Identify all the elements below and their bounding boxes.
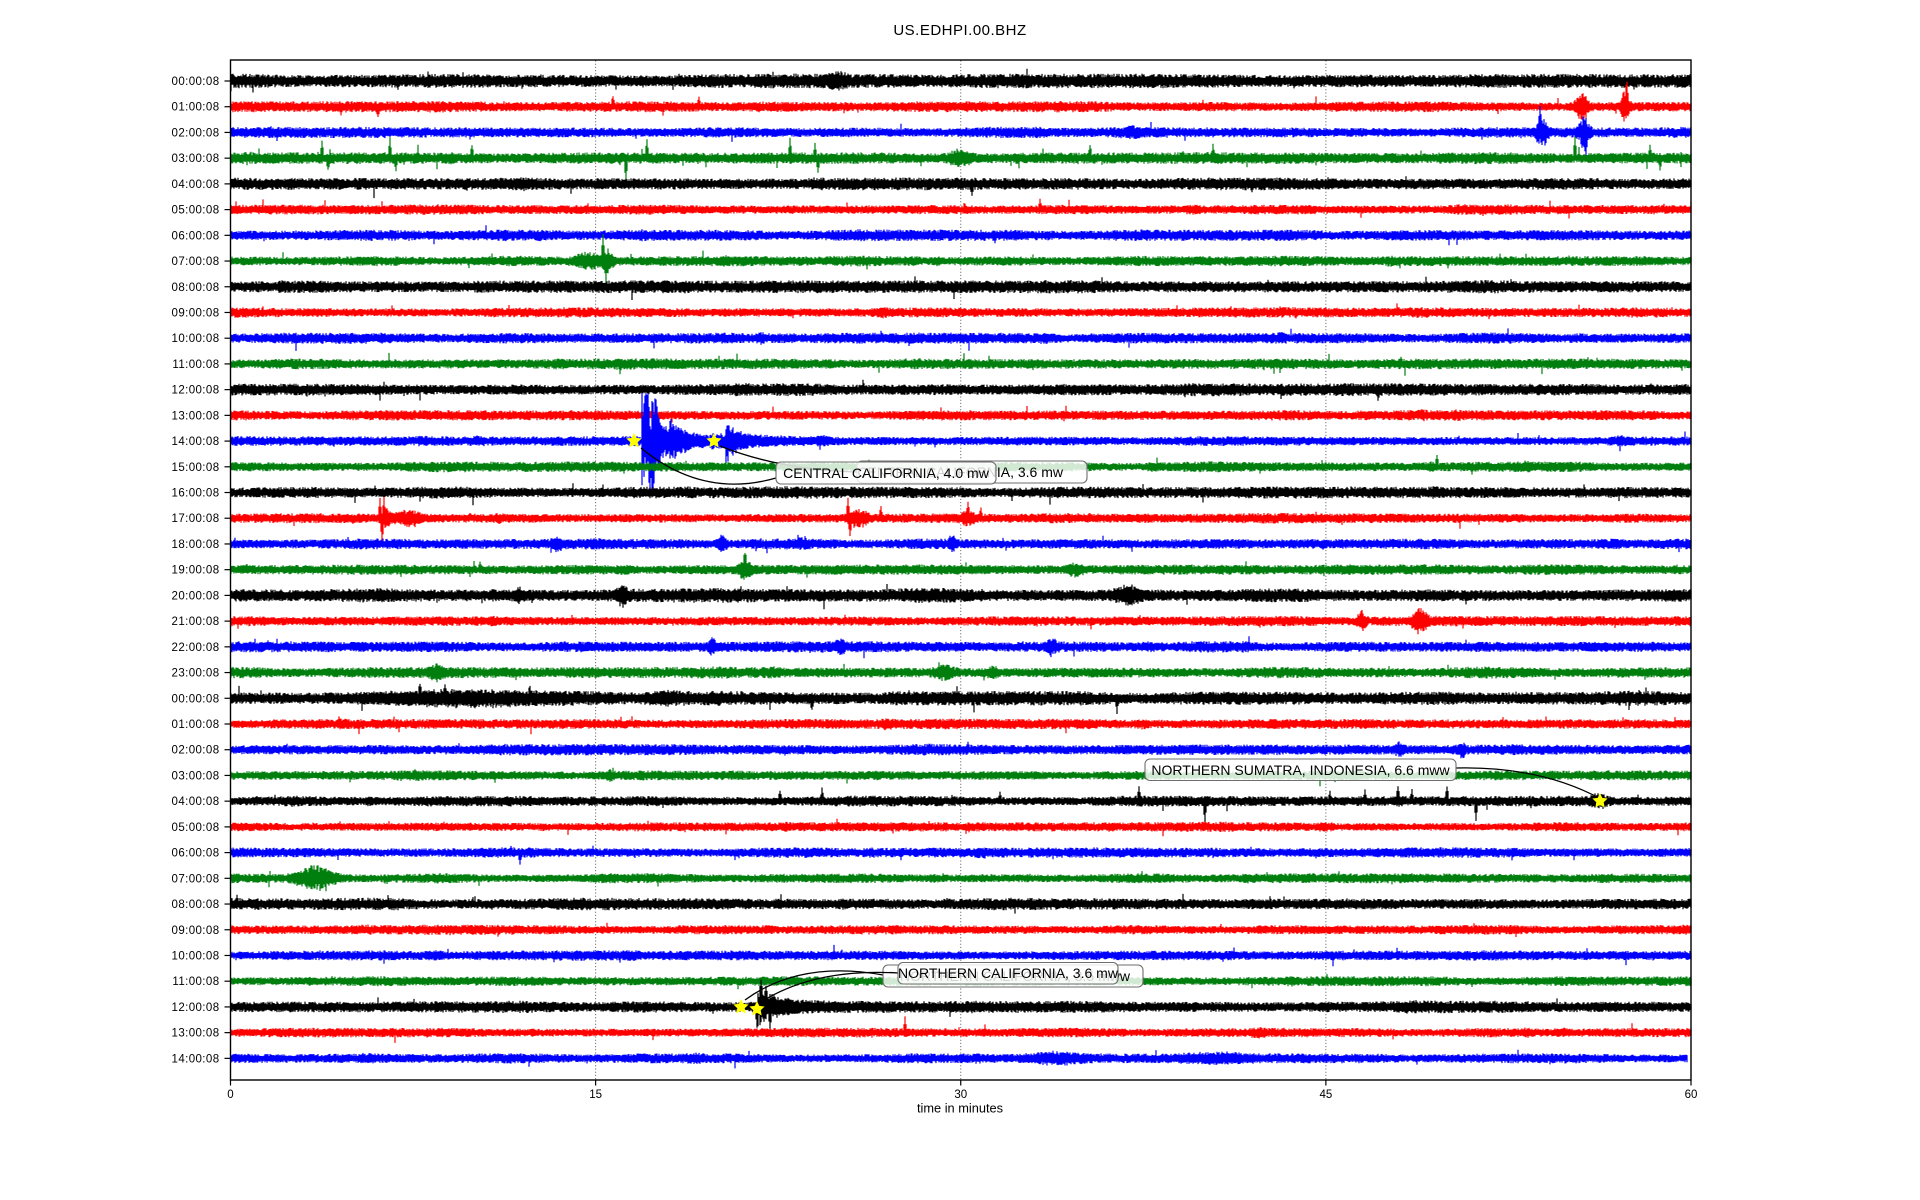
svg-text:US.EDHPI.00.BHZ: US.EDHPI.00.BHZ [893, 22, 1026, 39]
svg-text:05:00:08: 05:00:08 [172, 822, 220, 834]
svg-text:14:00:08: 14:00:08 [172, 436, 220, 448]
svg-text:07:00:08: 07:00:08 [172, 256, 220, 268]
svg-text:CENTRAL CALIFORNIA, 4.0 mw: CENTRAL CALIFORNIA, 4.0 mw [783, 465, 990, 481]
svg-text:02:00:08: 02:00:08 [172, 745, 220, 757]
svg-text:16:00:08: 16:00:08 [172, 488, 220, 500]
svg-text:15: 15 [589, 1089, 602, 1101]
svg-text:30: 30 [954, 1089, 967, 1101]
svg-text:12:00:08: 12:00:08 [172, 1002, 220, 1014]
svg-text:12:00:08: 12:00:08 [172, 385, 220, 397]
svg-text:00:00:08: 00:00:08 [172, 693, 220, 705]
svg-text:0: 0 [227, 1089, 233, 1101]
svg-text:09:00:08: 09:00:08 [172, 307, 220, 319]
svg-text:18:00:08: 18:00:08 [172, 539, 220, 551]
svg-text:19:00:08: 19:00:08 [172, 565, 220, 577]
svg-text:time in minutes: time in minutes [917, 1101, 1003, 1116]
svg-text:21:00:08: 21:00:08 [172, 616, 220, 628]
svg-text:17:00:08: 17:00:08 [172, 513, 220, 525]
svg-text:NORTHERN CALIFORNIA, 3.6 mw: NORTHERN CALIFORNIA, 3.6 mw [898, 965, 1119, 981]
svg-text:08:00:08: 08:00:08 [172, 282, 220, 294]
svg-text:06:00:08: 06:00:08 [172, 230, 220, 242]
svg-text:10:00:08: 10:00:08 [172, 333, 220, 345]
svg-text:60: 60 [1685, 1089, 1698, 1101]
svg-text:06:00:08: 06:00:08 [172, 848, 220, 860]
svg-text:02:00:08: 02:00:08 [172, 127, 220, 139]
svg-text:04:00:08: 04:00:08 [172, 796, 220, 808]
svg-text:13:00:08: 13:00:08 [172, 1028, 220, 1040]
svg-text:23:00:08: 23:00:08 [172, 668, 220, 680]
svg-text:08:00:08: 08:00:08 [172, 899, 220, 911]
svg-text:10:00:08: 10:00:08 [172, 950, 220, 962]
svg-text:14:00:08: 14:00:08 [172, 1053, 220, 1065]
svg-text:11:00:08: 11:00:08 [172, 976, 219, 988]
svg-text:03:00:08: 03:00:08 [172, 770, 220, 782]
svg-text:09:00:08: 09:00:08 [172, 925, 220, 937]
svg-text:01:00:08: 01:00:08 [172, 102, 220, 114]
svg-text:04:00:08: 04:00:08 [172, 179, 220, 191]
svg-text:01:00:08: 01:00:08 [172, 719, 220, 731]
svg-text:07:00:08: 07:00:08 [172, 873, 220, 885]
svg-text:22:00:08: 22:00:08 [172, 642, 220, 654]
svg-text:13:00:08: 13:00:08 [172, 410, 220, 422]
svg-text:20:00:08: 20:00:08 [172, 590, 220, 602]
svg-text:NORTHERN SUMATRA, INDONESIA, 6: NORTHERN SUMATRA, INDONESIA, 6.6 mww [1151, 762, 1450, 778]
svg-text:15:00:08: 15:00:08 [172, 462, 220, 474]
svg-text:00:00:08: 00:00:08 [172, 76, 220, 88]
svg-text:11:00:08: 11:00:08 [172, 359, 219, 371]
svg-text:45: 45 [1319, 1089, 1332, 1101]
svg-text:03:00:08: 03:00:08 [172, 153, 220, 165]
svg-text:05:00:08: 05:00:08 [172, 205, 220, 217]
